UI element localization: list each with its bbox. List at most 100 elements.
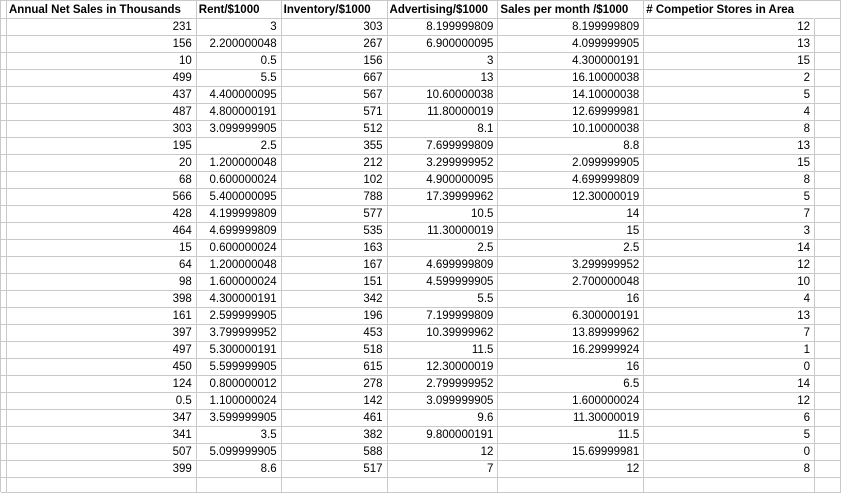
cell-empty-right[interactable] [815, 53, 841, 70]
cell-advertising[interactable]: 9.6 [387, 410, 499, 427]
cell-annual-net-sales[interactable]: 437 [7, 87, 197, 104]
cell-annual-net-sales[interactable]: 303 [7, 121, 197, 138]
empty-cell[interactable] [815, 478, 841, 493]
cell-annual-net-sales[interactable]: 566 [7, 189, 197, 206]
header-rent[interactable]: Rent/$1000 [196, 1, 282, 19]
cell-rent[interactable]: 1.600000024 [196, 274, 282, 291]
cell-empty-right[interactable] [815, 461, 841, 478]
cell-competitor-stores[interactable]: 14 [644, 240, 816, 257]
row-gutter-cell[interactable] [1, 291, 7, 308]
cell-inventory[interactable]: 615 [281, 359, 388, 376]
row-gutter-cell[interactable] [1, 121, 7, 138]
cell-rent[interactable]: 1.100000024 [196, 393, 282, 410]
cell-rent[interactable]: 3.799999952 [196, 325, 282, 342]
cell-inventory[interactable]: 518 [281, 342, 388, 359]
cell-empty-right[interactable] [815, 427, 841, 444]
cell-competitor-stores[interactable]: 5 [644, 189, 816, 206]
cell-rent[interactable]: 3.099999905 [196, 121, 282, 138]
cell-rent[interactable]: 2.5 [196, 138, 282, 155]
cell-annual-net-sales[interactable]: 64 [7, 257, 197, 274]
row-gutter-cell[interactable] [1, 155, 7, 172]
cell-advertising[interactable]: 8.1 [387, 121, 499, 138]
cell-rent[interactable]: 0.5 [196, 53, 282, 70]
cell-rent[interactable]: 4.800000191 [196, 104, 282, 121]
row-gutter-cell[interactable] [1, 461, 7, 478]
cell-advertising[interactable]: 2.799999952 [387, 376, 499, 393]
cell-advertising[interactable]: 12.30000019 [387, 359, 499, 376]
cell-advertising[interactable]: 13 [387, 70, 499, 87]
cell-inventory[interactable]: 278 [281, 376, 388, 393]
cell-competitor-stores[interactable]: 12 [644, 393, 816, 410]
cell-annual-net-sales[interactable]: 464 [7, 223, 197, 240]
row-gutter-cell[interactable] [1, 138, 7, 155]
cell-advertising[interactable]: 12 [387, 444, 499, 461]
empty-cell[interactable] [644, 478, 816, 493]
cell-advertising[interactable]: 7.699999809 [387, 138, 499, 155]
cell-inventory[interactable]: 151 [281, 274, 388, 291]
row-gutter-cell[interactable] [1, 240, 7, 257]
cell-empty-right[interactable] [815, 206, 841, 223]
cell-sales-per-month[interactable]: 10.10000038 [498, 121, 645, 138]
header-empty-right-cell[interactable] [815, 1, 841, 19]
row-gutter-cell[interactable] [1, 36, 7, 53]
cell-inventory[interactable]: 588 [281, 444, 388, 461]
row-gutter-cell[interactable] [1, 393, 7, 410]
cell-rent[interactable]: 4.400000095 [196, 87, 282, 104]
cell-sales-per-month[interactable]: 6.5 [498, 376, 645, 393]
cell-empty-right[interactable] [815, 359, 841, 376]
cell-advertising[interactable]: 11.5 [387, 342, 499, 359]
row-gutter-cell[interactable] [1, 206, 7, 223]
cell-competitor-stores[interactable]: 13 [644, 36, 816, 53]
cell-annual-net-sales[interactable]: 10 [7, 53, 197, 70]
cell-competitor-stores[interactable]: 15 [644, 155, 816, 172]
row-gutter-cell[interactable] [1, 359, 7, 376]
cell-competitor-stores[interactable]: 3 [644, 223, 816, 240]
cell-sales-per-month[interactable]: 15 [498, 223, 645, 240]
cell-inventory[interactable]: 788 [281, 189, 388, 206]
cell-sales-per-month[interactable]: 4.699999809 [498, 172, 645, 189]
cell-sales-per-month[interactable]: 13.89999962 [498, 325, 645, 342]
cell-competitor-stores[interactable]: 8 [644, 461, 816, 478]
cell-annual-net-sales[interactable]: 124 [7, 376, 197, 393]
cell-advertising[interactable]: 11.30000019 [387, 223, 499, 240]
cell-advertising[interactable]: 11.80000019 [387, 104, 499, 121]
row-gutter-cell[interactable] [1, 410, 7, 427]
cell-rent[interactable]: 5.400000095 [196, 189, 282, 206]
cell-competitor-stores[interactable]: 5 [644, 427, 816, 444]
cell-advertising[interactable]: 6.900000095 [387, 36, 499, 53]
cell-rent[interactable]: 5.099999905 [196, 444, 282, 461]
cell-advertising[interactable]: 7 [387, 461, 499, 478]
cell-annual-net-sales[interactable]: 20 [7, 155, 197, 172]
cell-inventory[interactable]: 163 [281, 240, 388, 257]
header-advertising[interactable]: Advertising/$1000 [387, 1, 499, 19]
cell-competitor-stores[interactable]: 12 [644, 19, 816, 36]
cell-inventory[interactable]: 342 [281, 291, 388, 308]
cell-advertising[interactable]: 7.199999809 [387, 308, 499, 325]
header-annual-net-sales[interactable]: Annual Net Sales in Thousands [7, 1, 197, 19]
cell-empty-right[interactable] [815, 104, 841, 121]
row-gutter-cell[interactable] [1, 87, 7, 104]
cell-sales-per-month[interactable]: 4.099999905 [498, 36, 645, 53]
cell-advertising[interactable]: 9.800000191 [387, 427, 499, 444]
header-sales-per-month[interactable]: Sales per month /$1000 [498, 1, 645, 19]
cell-advertising[interactable]: 4.699999809 [387, 257, 499, 274]
cell-rent[interactable]: 0.600000024 [196, 172, 282, 189]
cell-sales-per-month[interactable]: 14.10000038 [498, 87, 645, 104]
empty-cell[interactable] [196, 478, 282, 493]
cell-rent[interactable]: 5.300000191 [196, 342, 282, 359]
cell-inventory[interactable]: 453 [281, 325, 388, 342]
cell-advertising[interactable]: 3.099999905 [387, 393, 499, 410]
cell-competitor-stores[interactable]: 0 [644, 444, 816, 461]
cell-inventory[interactable]: 156 [281, 53, 388, 70]
cell-empty-right[interactable] [815, 291, 841, 308]
cell-inventory[interactable]: 512 [281, 121, 388, 138]
row-gutter-cell[interactable] [1, 189, 7, 206]
row-gutter-cell[interactable] [1, 376, 7, 393]
cell-annual-net-sales[interactable]: 15 [7, 240, 197, 257]
cell-empty-right[interactable] [815, 325, 841, 342]
cell-advertising[interactable]: 3.299999952 [387, 155, 499, 172]
cell-annual-net-sales[interactable]: 450 [7, 359, 197, 376]
cell-rent[interactable]: 1.200000048 [196, 257, 282, 274]
cell-competitor-stores[interactable]: 7 [644, 325, 816, 342]
cell-competitor-stores[interactable]: 12 [644, 257, 816, 274]
